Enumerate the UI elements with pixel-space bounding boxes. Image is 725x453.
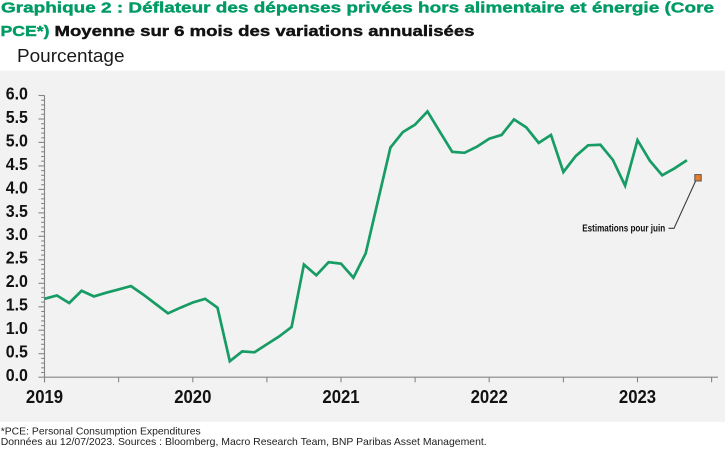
svg-text:2023: 2023 (619, 386, 656, 407)
svg-text:Données au 12/07/2023. Sources: Données au 12/07/2023. Sources : Bloombe… (1, 436, 487, 448)
svg-text:5.0: 5.0 (6, 130, 28, 150)
svg-text:2.5: 2.5 (6, 248, 28, 268)
svg-text:0.0: 0.0 (6, 365, 28, 385)
svg-text:4.5: 4.5 (6, 154, 28, 174)
svg-text:6.0: 6.0 (6, 83, 28, 103)
svg-text:2022: 2022 (471, 386, 508, 407)
svg-text:*PCE: Personal Consumption Exp: *PCE: Personal Consumption Expenditures (1, 425, 201, 437)
svg-text:0.5: 0.5 (6, 342, 28, 362)
svg-text:2021: 2021 (322, 386, 359, 407)
svg-text:2.0: 2.0 (6, 271, 28, 291)
svg-text:1.0: 1.0 (6, 318, 28, 338)
svg-text:2020: 2020 (174, 386, 211, 407)
svg-text:PCE*)Moyenne sur 6 mois des va: PCE*) Moyenne sur 6 mois des variations a… (1, 23, 475, 40)
svg-text:5.5: 5.5 (6, 107, 28, 127)
svg-text:1.5: 1.5 (6, 295, 28, 315)
svg-text:Pourcentage: Pourcentage (17, 45, 125, 66)
svg-text:4.0: 4.0 (6, 177, 28, 197)
svg-text:Graphique 2 : Déflateur des dé: Graphique 2 : Déflateur des dépenses pri… (1, 0, 714, 17)
svg-text:3.5: 3.5 (6, 201, 28, 221)
svg-text:2019: 2019 (26, 386, 63, 407)
svg-text:3.0: 3.0 (6, 224, 28, 244)
svg-text:Estimations pour juin: Estimations pour juin (582, 223, 665, 234)
